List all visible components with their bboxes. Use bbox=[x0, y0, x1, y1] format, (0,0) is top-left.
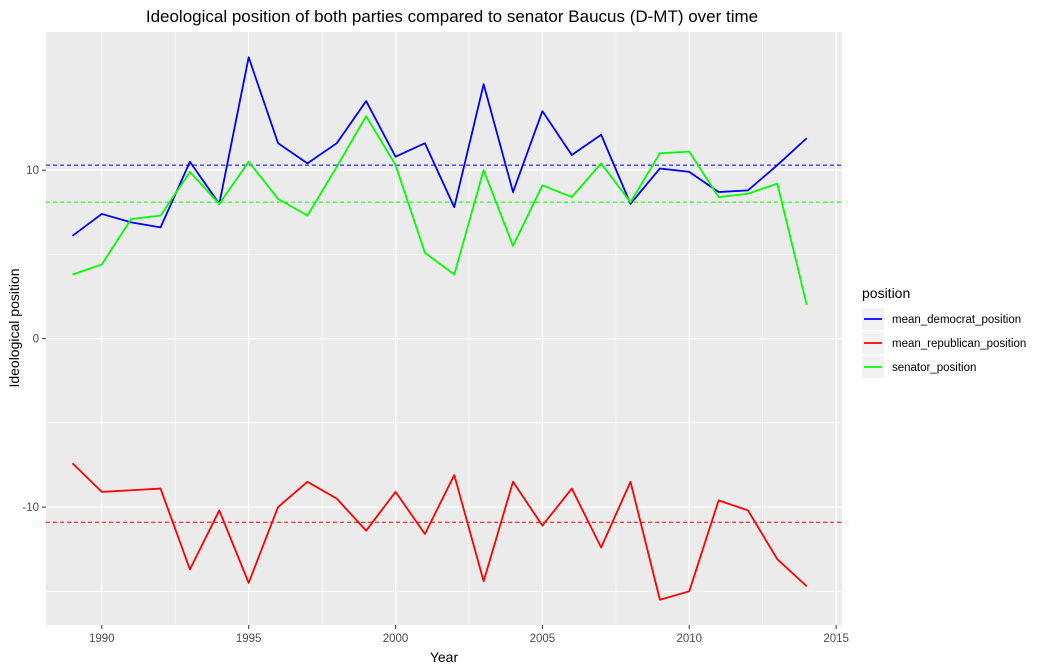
x-tick-label: 2010 bbox=[676, 633, 702, 645]
y-axis-title: Ideological position bbox=[6, 268, 22, 387]
x-axis-title: Year bbox=[430, 649, 459, 665]
legend-label-mean_democrat_position: mean_democrat_position bbox=[892, 314, 1021, 326]
x-tick-label: 1990 bbox=[89, 633, 115, 645]
series-line-mean_republican_position bbox=[71, 462, 808, 601]
x-tick-label: 2005 bbox=[530, 633, 556, 645]
legend-title: position bbox=[862, 285, 910, 301]
legend-label-mean_republican_position: mean_republican_position bbox=[892, 338, 1026, 350]
plot-panel bbox=[46, 32, 842, 625]
y-tick-label: 0 bbox=[33, 334, 39, 346]
series-line-senator_position bbox=[72, 115, 808, 306]
axis-ticks: 1990 1995 2000 2005 2010 2015 -10 0 10 bbox=[22, 165, 849, 645]
x-tick-label: 1995 bbox=[236, 633, 262, 645]
gridlines bbox=[46, 32, 842, 625]
x-tick-label: 2000 bbox=[383, 633, 409, 645]
series-lines bbox=[71, 56, 808, 601]
chart-title: Ideological position of both parties com… bbox=[146, 7, 758, 26]
legend-label-senator_position: senator_position bbox=[892, 362, 976, 374]
legend: position mean_democrat_position mean_repu… bbox=[862, 285, 1026, 378]
y-tick-label: -10 bbox=[22, 502, 39, 514]
x-tick-label: 2015 bbox=[823, 633, 849, 645]
series-line-mean_democrat_position bbox=[71, 56, 808, 237]
y-tick-label: 10 bbox=[26, 165, 39, 177]
